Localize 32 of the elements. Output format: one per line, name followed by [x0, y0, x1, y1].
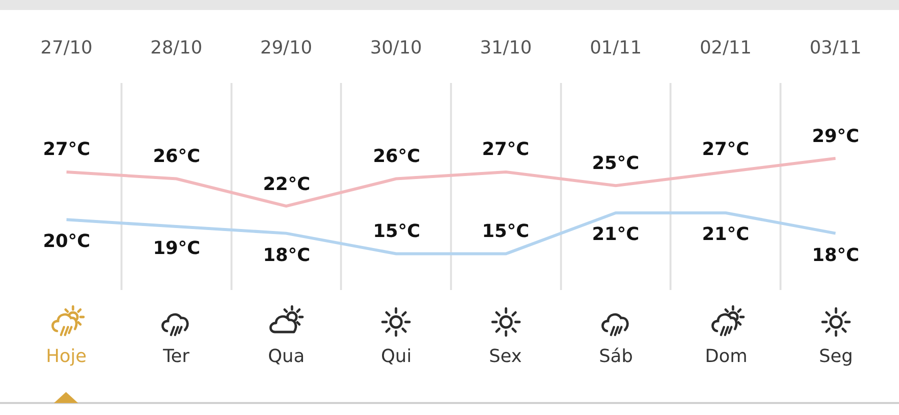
x-tick-label: 27/10 [40, 37, 92, 58]
data-label: 18°C [263, 245, 310, 266]
data-label: 27°C [702, 139, 750, 160]
data-label: 15°C [482, 221, 530, 242]
text: Hoje [46, 346, 87, 367]
x-tick-label: 03/11 [810, 37, 862, 58]
text: Dom [705, 346, 748, 367]
data-label: 25°C [592, 153, 640, 174]
x-tick-label: 28/10 [150, 37, 202, 58]
text: Sáb [599, 346, 633, 367]
text: Seg [819, 346, 853, 367]
text: Ter [162, 346, 190, 367]
data-label: 19°C [153, 238, 200, 259]
x-tick-label: 29/10 [260, 37, 312, 58]
data-label: 21°C [592, 224, 640, 245]
data-label: 29°C [812, 126, 860, 147]
data-label: 26°C [153, 146, 200, 167]
text: Qui [381, 346, 412, 367]
text: Qua [268, 346, 305, 367]
data-label: 18°C [812, 245, 860, 266]
data-label: 22°C [263, 174, 310, 195]
data-label: 21°C [702, 224, 750, 245]
x-tick-label: 01/11 [590, 37, 642, 58]
x-tick-label: 02/11 [700, 37, 752, 58]
data-label: 26°C [373, 146, 420, 167]
data-label: 27°C [482, 139, 530, 160]
data-label: 20°C [43, 231, 90, 252]
x-tick-label: 30/10 [370, 37, 422, 58]
data-label: 15°C [373, 221, 420, 242]
data-label: 27°C [43, 139, 90, 160]
x-tick-label: 31/10 [480, 37, 532, 58]
text: Sex [489, 346, 522, 367]
